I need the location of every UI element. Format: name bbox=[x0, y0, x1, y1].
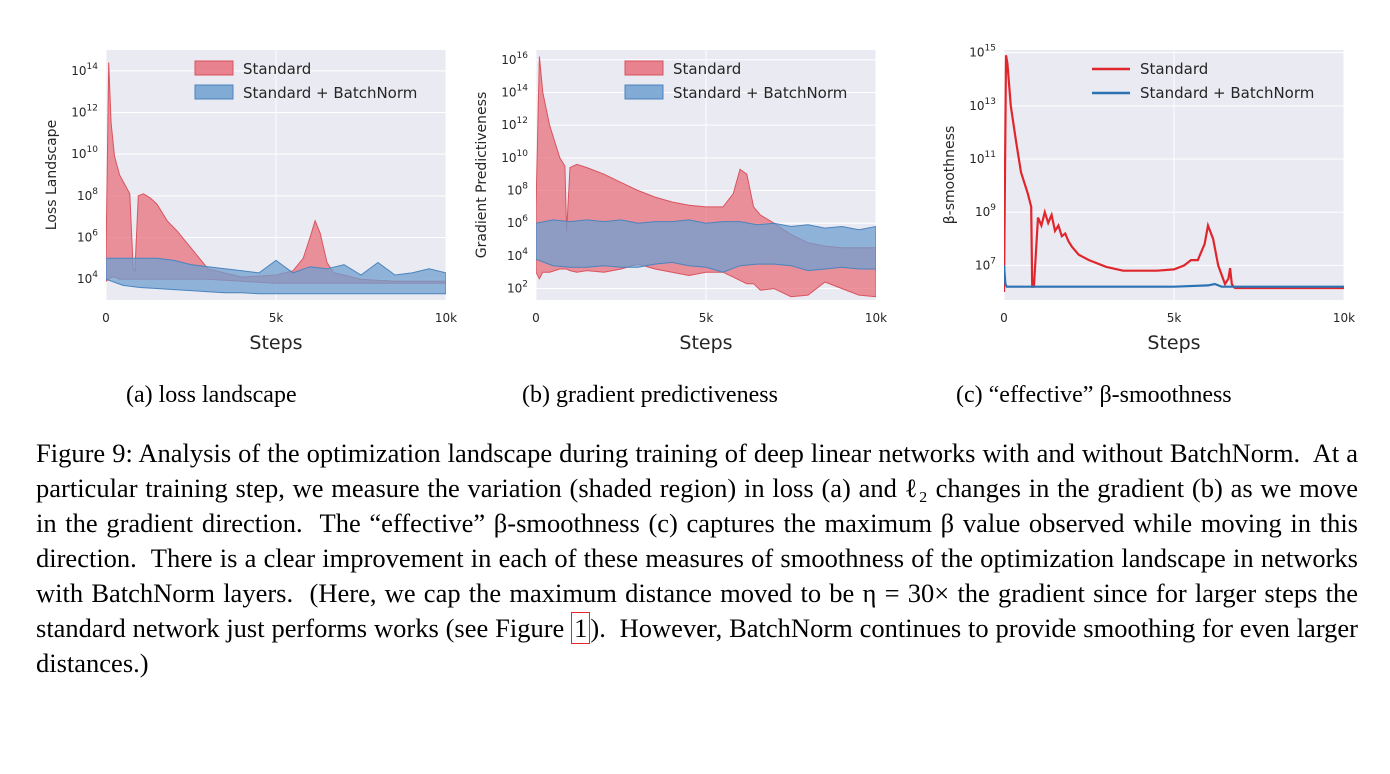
y-tick-label: 1013 bbox=[969, 97, 996, 113]
y-tick-label: 1010 bbox=[71, 145, 98, 161]
y-tick-label: 106 bbox=[77, 229, 98, 245]
y-axis-label: Loss Landscape bbox=[44, 120, 60, 230]
legend-label: Standard + BatchNorm bbox=[243, 84, 417, 102]
legend-label: Standard + BatchNorm bbox=[1140, 84, 1314, 102]
x-axis-label: Steps bbox=[249, 332, 302, 354]
legend-swatch bbox=[194, 84, 234, 100]
series-group bbox=[106, 62, 446, 295]
y-tick-label: 1012 bbox=[71, 104, 98, 120]
y-tick-label: 109 bbox=[975, 203, 996, 219]
x-tick-label: 10k bbox=[865, 311, 887, 325]
y-tick-label: 1016 bbox=[501, 51, 528, 67]
series-line-0 bbox=[1004, 55, 1344, 293]
y-tick-label: 104 bbox=[507, 247, 528, 263]
y-tick-label: 1014 bbox=[71, 62, 98, 78]
x-axis-label: Steps bbox=[1147, 332, 1200, 354]
legend-label: Standard bbox=[243, 60, 311, 78]
x-tick-label: 5k bbox=[269, 311, 284, 325]
x-tick-label: 5k bbox=[1167, 311, 1182, 325]
x-tick-label: 10k bbox=[435, 311, 457, 325]
x-tick-label: 0 bbox=[1000, 311, 1008, 325]
legend-label: Standard bbox=[673, 60, 741, 78]
y-tick-label: 1011 bbox=[969, 150, 996, 166]
legend-swatch bbox=[194, 60, 234, 76]
x-tick-label: 0 bbox=[102, 311, 110, 325]
series-group bbox=[536, 56, 876, 298]
series-area-1 bbox=[536, 219, 876, 273]
y-axis-label: Gradient Predictiveness bbox=[474, 92, 490, 258]
y-tick-label: 106 bbox=[507, 214, 528, 230]
y-tick-label: 1010 bbox=[501, 149, 528, 165]
y-tick-label: 1012 bbox=[501, 116, 528, 132]
y-axis-label: β-smoothness bbox=[942, 126, 958, 225]
figure-c: 0 5k 10k 107 109 1011 1013 1015 Steps β-smoothnes… bbox=[920, 0, 1380, 370]
legend-swatch bbox=[624, 84, 664, 100]
y-tick-label: 108 bbox=[507, 182, 528, 198]
y-tick-label: 1014 bbox=[501, 83, 528, 99]
x-tick-label: 5k bbox=[699, 311, 714, 325]
figure-label: Figure 9: bbox=[36, 438, 133, 468]
legend-label: Standard + BatchNorm bbox=[673, 84, 847, 102]
series-line-1 bbox=[1004, 265, 1344, 288]
y-tick-label: 108 bbox=[77, 187, 98, 203]
caption-text-1: Analysis of the optimization landscape d… bbox=[36, 438, 1365, 643]
chart-c-svg: 0 5k 10k 107 109 1011 1013 1015 Steps β-smoothnes… bbox=[942, 44, 1355, 354]
y-tick-label: 1015 bbox=[969, 44, 996, 60]
figure-caption: Figure 9: Analysis of the optimization l… bbox=[36, 436, 1358, 681]
y-tick-label: 102 bbox=[507, 280, 528, 296]
chart-a-svg: 0 5k 10k 104 106 108 1010 1012 1014 Steps Loss Lan… bbox=[44, 50, 457, 354]
legend-label: Standard bbox=[1140, 60, 1208, 78]
x-tick-label: 0 bbox=[532, 311, 540, 325]
figure-ref-link[interactable]: 1 bbox=[571, 612, 591, 644]
caption-text-2: ). However, BatchNorm continues to provi… bbox=[36, 613, 1365, 678]
y-tick-label: 107 bbox=[975, 256, 996, 272]
figure-b: 0 5k 10k 102 104 106 108 1010 1012 1014 1016 Steps G… bbox=[460, 0, 920, 370]
figure-a: 0 5k 10k 104 106 108 1010 1012 1014 Steps Loss Lan… bbox=[0, 0, 460, 370]
legend-swatch bbox=[624, 60, 664, 76]
subcaption-a: (a) loss landscape bbox=[126, 382, 297, 408]
subcaption-b: (b) gradient predictiveness bbox=[522, 382, 778, 408]
x-axis-label: Steps bbox=[679, 332, 732, 354]
x-tick-label: 10k bbox=[1333, 311, 1355, 325]
chart-b-svg: 0 5k 10k 102 104 106 108 1010 1012 1014 1016 Steps G… bbox=[474, 50, 887, 354]
y-tick-label: 104 bbox=[77, 270, 98, 286]
subcaption-c: (c) “effective” β-smoothness bbox=[956, 382, 1232, 408]
series-area-1 bbox=[106, 257, 446, 295]
series-group bbox=[1004, 55, 1344, 293]
